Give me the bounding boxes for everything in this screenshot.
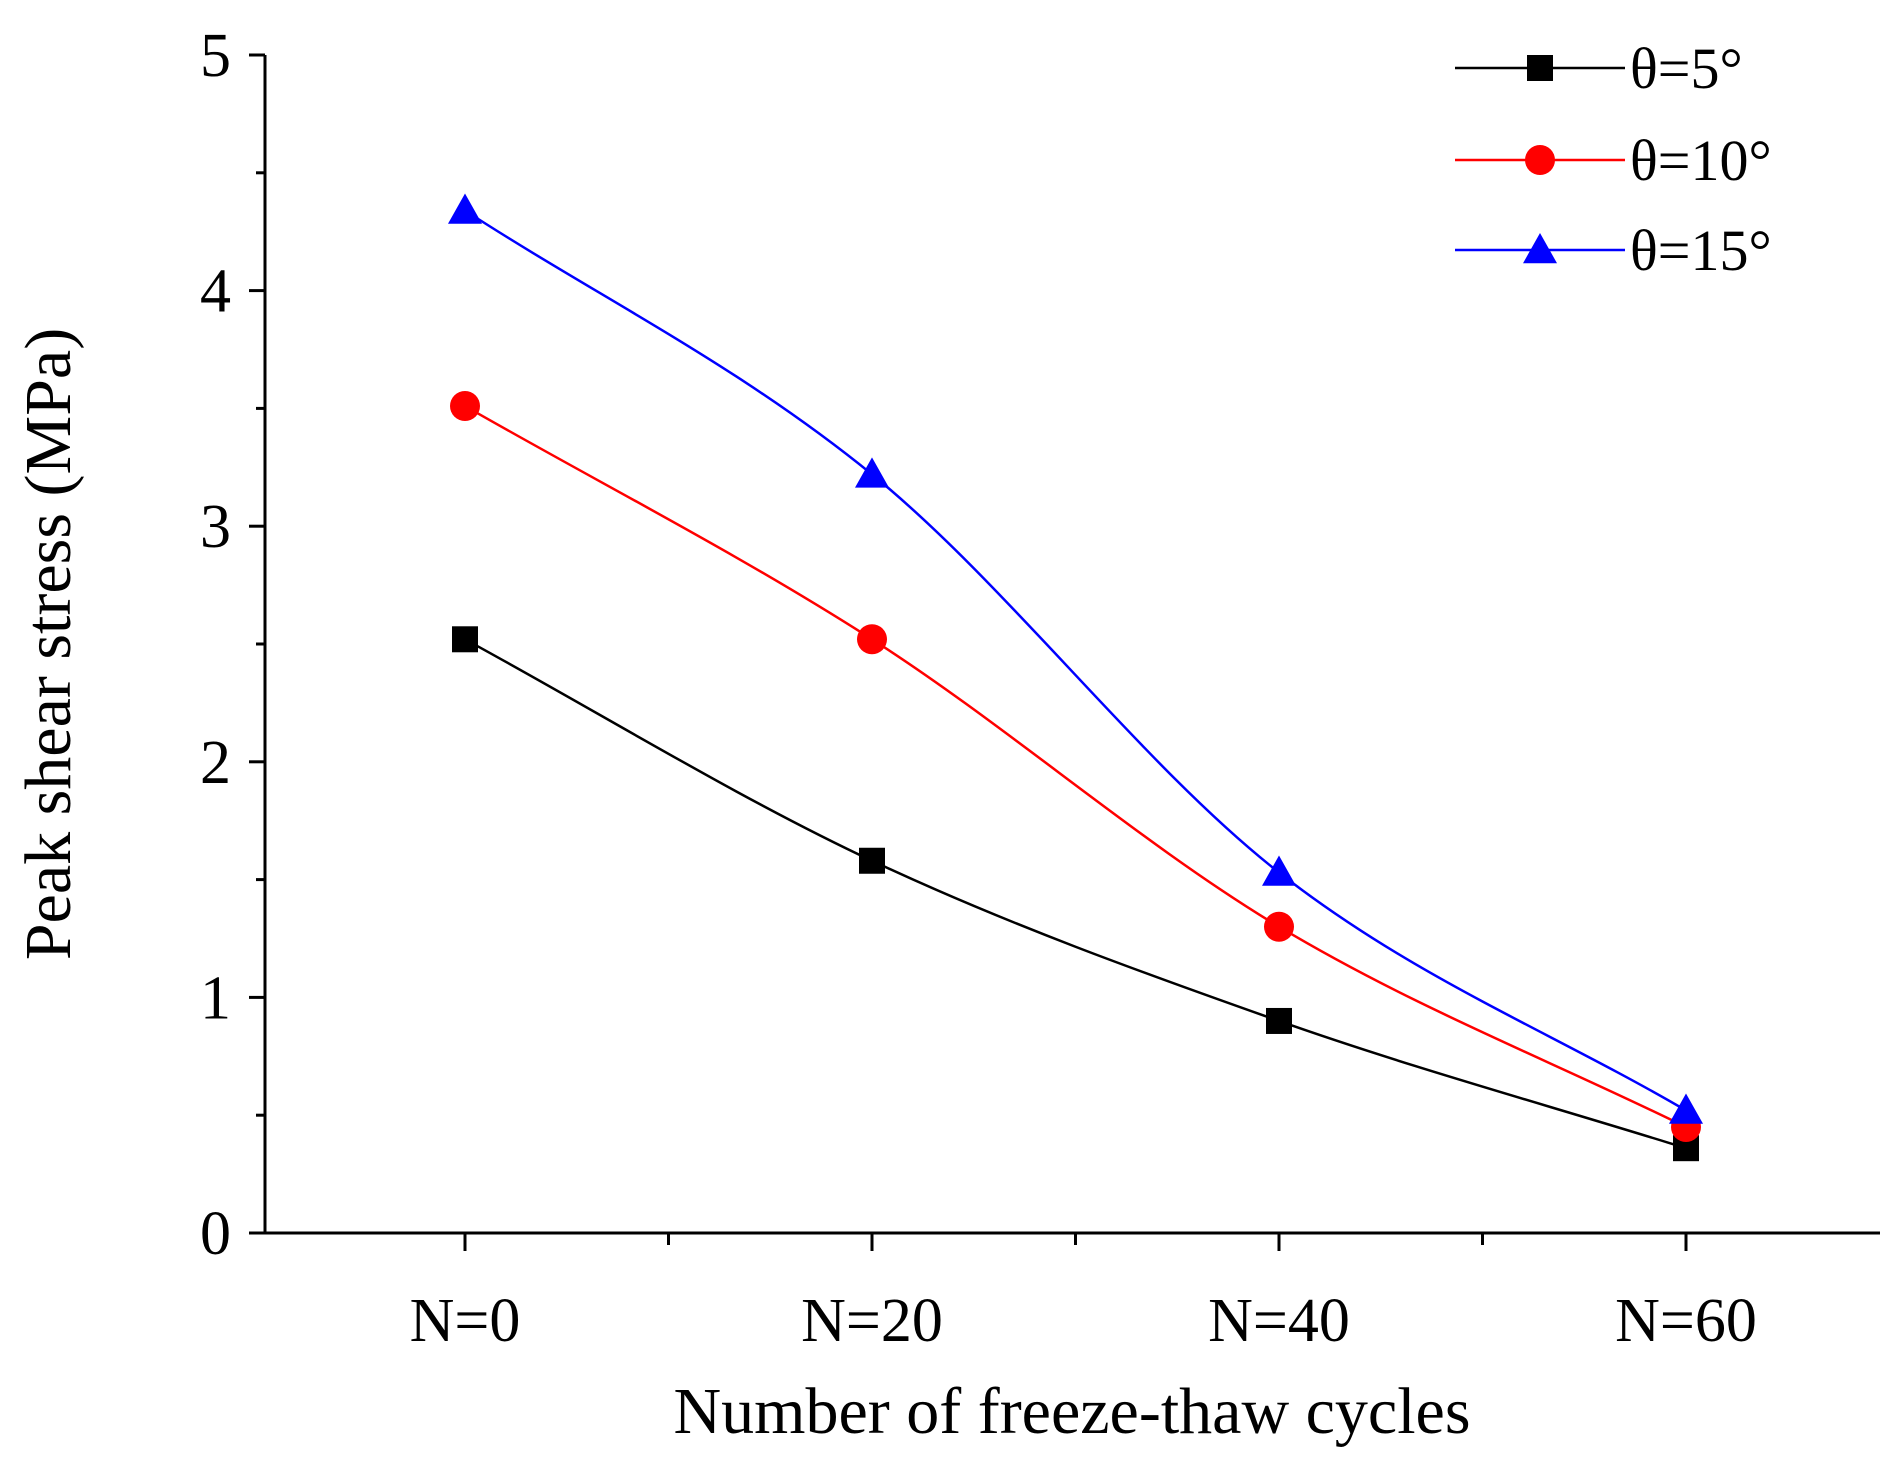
x-tick-label: N=0	[410, 1287, 521, 1355]
data-point	[450, 391, 480, 422]
data-point	[1266, 1007, 1292, 1034]
data-point	[1262, 855, 1296, 886]
legend: θ=5° θ=10° θ=15°	[1455, 36, 1772, 283]
data-point	[857, 624, 887, 655]
series-3	[448, 193, 1703, 1124]
legend-marker	[1527, 55, 1553, 81]
series-line	[464, 404, 1687, 1129]
y-tick-label: 3	[200, 493, 231, 561]
series-line	[464, 638, 1687, 1150]
y-tick-label: 0	[200, 1200, 231, 1268]
y-tick-label: 4	[200, 258, 231, 326]
y-tick-label: 1	[200, 964, 231, 1032]
axes: 0 1 2 3 4 5 N=0 N=20 N=40 N=60 Number of freeze-th…	[12, 22, 1880, 1448]
y-axis-title: Peak shear stress (MPa)	[12, 328, 85, 960]
legend-label: θ=10°	[1630, 128, 1772, 193]
series-line	[464, 209, 1687, 1112]
legend-marker	[1523, 233, 1557, 264]
series-2	[450, 391, 1701, 1142]
legend-label: θ=15°	[1630, 218, 1772, 283]
legend-label: θ=5°	[1630, 36, 1743, 101]
legend-item: θ=15°	[1455, 218, 1772, 283]
data-point	[855, 457, 889, 488]
legend-item: θ=10°	[1455, 128, 1772, 193]
series-group	[448, 193, 1703, 1162]
x-tick-label: N=40	[1208, 1287, 1350, 1355]
data-point	[1264, 911, 1294, 942]
x-axis-title: Number of freeze-thaw cycles	[673, 1375, 1470, 1448]
y-tick-label: 5	[200, 22, 231, 90]
legend-marker	[1525, 145, 1555, 175]
data-point	[859, 847, 885, 874]
data-point	[452, 626, 478, 653]
legend-item: θ=5°	[1455, 36, 1743, 101]
x-tick-label: N=20	[801, 1287, 943, 1355]
data-point	[448, 193, 482, 224]
y-tick-label: 2	[200, 729, 231, 797]
data-point	[1669, 1093, 1703, 1124]
series-1	[452, 626, 1699, 1162]
x-tick-label: N=60	[1615, 1287, 1757, 1355]
